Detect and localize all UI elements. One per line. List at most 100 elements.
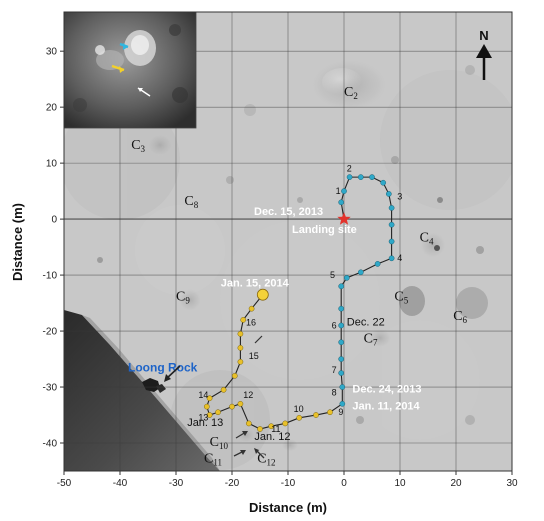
y-tick-label: 30 — [46, 47, 58, 58]
path-point-yellow — [220, 386, 227, 393]
x-axis-ticks: -50 -40 -30 -20 -10 0 10 20 30 — [57, 471, 518, 489]
crater-label: C7 — [364, 331, 378, 347]
crater-name: C — [420, 231, 429, 246]
path-point-cyan — [380, 179, 387, 186]
crater-number: 8 — [194, 200, 199, 210]
path-point-cyan — [357, 269, 364, 276]
path-point-cyan — [338, 305, 345, 312]
path-point-cyan — [338, 356, 345, 362]
path-point-cyan — [374, 261, 381, 267]
x-axis-title: Distance (m) — [249, 500, 327, 515]
path-point-cyan — [338, 283, 345, 290]
waypoint-label: 11 — [271, 424, 280, 434]
y-tick-label: 0 — [51, 215, 57, 226]
loong-rock-label: Loong Rock — [128, 360, 198, 374]
x-tick-label: 20 — [450, 478, 462, 489]
path-point-yellow — [237, 331, 244, 337]
shadow-edge-highlight — [82, 315, 220, 471]
inset-image — [63, 11, 197, 129]
crater-number: 12 — [267, 458, 276, 468]
crater-name: C — [364, 331, 373, 346]
path-point-yellow — [231, 372, 238, 379]
path-point-cyan — [369, 174, 375, 180]
path-point-yellow — [282, 420, 289, 427]
crater-name: C — [131, 138, 140, 153]
crater-number: 4 — [429, 237, 434, 247]
crater-name: C — [394, 289, 403, 304]
path-point-yellow — [206, 412, 213, 418]
path-point-yellow — [237, 358, 244, 365]
x-tick-label: -10 — [281, 478, 296, 489]
waypoint-label: 2 — [347, 164, 352, 174]
waypoint-label: 16 — [246, 317, 256, 327]
path-point-cyan — [357, 174, 364, 180]
path-point-yellow — [206, 395, 213, 402]
crater-label: C2 — [344, 85, 358, 101]
crater-number: 5 — [404, 295, 409, 305]
crater-number: 11 — [213, 458, 222, 468]
path-point-yellow — [296, 414, 303, 421]
path-point-cyan — [343, 275, 350, 281]
waypoint-label: 9 — [338, 407, 343, 417]
loong-rock-annotation: Loong Rock — [128, 360, 198, 382]
waypoint-label: 6 — [332, 320, 337, 330]
x-tick-label: 0 — [341, 478, 347, 489]
waypoint-label: 7 — [332, 365, 337, 375]
x-tick-label: -20 — [225, 478, 240, 489]
y-axis-ticks: 30 20 10 0 -10 -20 -30 -40 — [43, 47, 64, 450]
crater-number: 7 — [373, 337, 378, 347]
path-point-cyan — [388, 221, 395, 228]
crater-label: C6 — [453, 309, 467, 325]
loong-rock-arrow-head — [164, 374, 171, 382]
north-arrow-icon — [476, 44, 492, 58]
x-tick-label: 10 — [394, 478, 406, 489]
y-tick-label: 20 — [46, 103, 58, 114]
path-point-yellow — [245, 420, 252, 427]
shadowed-crater-rim — [64, 310, 220, 471]
path-point-yellow — [203, 403, 210, 410]
x-tick-label: 30 — [506, 478, 518, 489]
waypoint-label: 3 — [397, 192, 402, 202]
y-tick-label: -20 — [43, 327, 58, 338]
path-point-cyan — [346, 174, 353, 180]
crater-number: 2 — [353, 91, 358, 101]
path-point-cyan — [388, 205, 395, 211]
crater-number: 3 — [141, 144, 146, 154]
crater-pointer-arrows — [233, 335, 265, 459]
crater-label: C4 — [420, 231, 434, 247]
crater-number: 10 — [219, 441, 229, 451]
crater-name: C — [184, 194, 193, 209]
crater-name: C — [176, 289, 185, 304]
crater-number: 9 — [185, 295, 190, 305]
y-tick-label: -10 — [43, 271, 58, 282]
north-label: N — [479, 28, 488, 43]
crater-label: C11 — [204, 452, 222, 468]
crater-name: C — [453, 309, 462, 324]
loong-rock-shape — [142, 378, 166, 393]
crater-label: C10 — [210, 435, 229, 451]
landing-site-star — [337, 212, 351, 225]
y-tick-label: -30 — [43, 383, 58, 394]
crater-label: C12 — [257, 452, 275, 468]
path-point-cyan — [338, 339, 345, 346]
waypoint-label: 12 — [243, 390, 253, 400]
waypoint-label: 4 — [397, 253, 402, 263]
path-point-yellow — [327, 409, 333, 416]
date-label: Jan. 12 — [254, 431, 290, 443]
path-end-point — [256, 288, 269, 301]
path-point-yellow — [215, 409, 221, 416]
crater-name: C — [344, 85, 353, 100]
landing-site-label: Landing site — [292, 224, 357, 236]
path-segment-2-line — [206, 294, 343, 430]
path-point-cyan — [388, 255, 395, 262]
date-label: Dec. 24, 2013 — [352, 384, 421, 396]
crater-label: C9 — [176, 289, 190, 305]
path-point-cyan — [341, 188, 347, 194]
crater-shapes — [97, 57, 488, 452]
x-tick-label: -50 — [57, 478, 72, 489]
date-annotations: Jan. 15, 2014 Dec. 22 Dec. 24, 2013 Jan. 11… — [187, 277, 421, 443]
crater-name: C — [204, 452, 213, 467]
path-point-cyan — [339, 400, 346, 407]
